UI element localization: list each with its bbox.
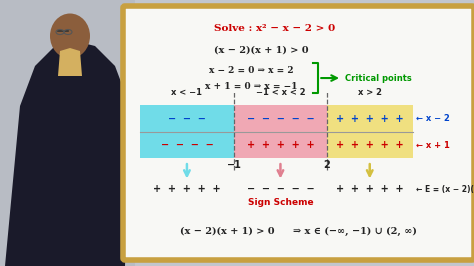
Text: +  +  +  +  +: + + + + +: [153, 184, 221, 194]
FancyBboxPatch shape: [123, 6, 474, 260]
Text: −  −  −  −: − − − −: [161, 140, 213, 150]
Bar: [0, 0, 135, 266]
Text: +  +  +  +  +: + + + + +: [336, 140, 403, 150]
Text: ← x − 2: ← x − 2: [416, 114, 449, 123]
Polygon shape: [58, 48, 82, 76]
Text: +  +  +  +  +: + + + + +: [336, 184, 403, 194]
Polygon shape: [5, 41, 130, 266]
Text: ← E = (x − 2)(x + 1): ← E = (x − 2)(x + 1): [416, 185, 474, 194]
Text: Solve : x² − x − 2 > 0: Solve : x² − x − 2 > 0: [214, 24, 335, 33]
Text: (x − 2)(x + 1) > 0: (x − 2)(x + 1) > 0: [214, 46, 309, 55]
Bar: [327, 105, 413, 158]
Text: ← x + 1: ← x + 1: [416, 140, 449, 149]
Ellipse shape: [142, 112, 154, 120]
Bar: [140, 105, 234, 158]
Text: +  +  +  +  +: + + + + +: [336, 114, 403, 124]
Text: (x − 2)(x + 1) > 0: (x − 2)(x + 1) > 0: [180, 227, 274, 236]
Text: x < −1: x < −1: [172, 88, 202, 97]
Text: Critical points: Critical points: [346, 73, 412, 82]
Bar: [234, 105, 327, 158]
Text: ⇒ x ∈ (−∞, −1) ∪ (2, ∞): ⇒ x ∈ (−∞, −1) ∪ (2, ∞): [293, 227, 418, 236]
Text: −  −  −  −  −: − − − − −: [246, 114, 314, 124]
Text: −1: −1: [227, 160, 242, 170]
Text: −1 < x < 2: −1 < x < 2: [255, 88, 305, 97]
Text: −  −  −: − − −: [168, 114, 206, 124]
Text: −  −  −  −  −: − − − − −: [246, 184, 314, 194]
Text: x − 2 = 0 ⇒ x = 2: x − 2 = 0 ⇒ x = 2: [209, 66, 293, 75]
Polygon shape: [90, 104, 148, 118]
Ellipse shape: [50, 14, 90, 59]
Text: x + 1 = 0 ⇒ x = −1: x + 1 = 0 ⇒ x = −1: [205, 82, 297, 91]
Text: 2: 2: [323, 160, 330, 170]
Text: Sign Scheme: Sign Scheme: [247, 198, 313, 207]
Text: x > 2: x > 2: [358, 88, 382, 97]
Text: +  +  +  +  +: + + + + +: [246, 140, 314, 150]
